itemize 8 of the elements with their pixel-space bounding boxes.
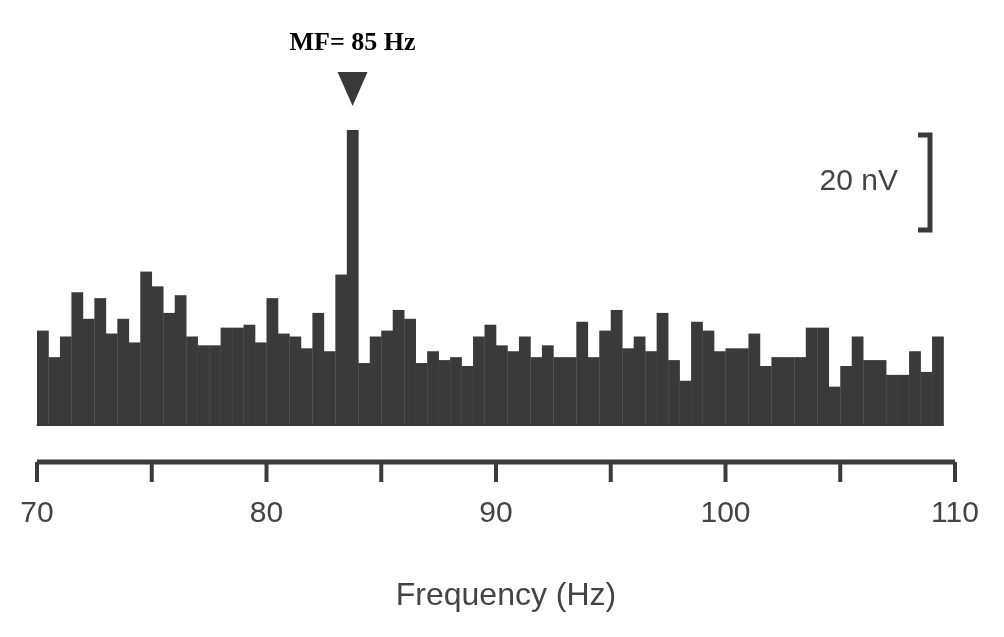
x-tick-label: 110	[931, 495, 979, 528]
x-axis-title: Frequency (Hz)	[395, 576, 617, 612]
annotation: 20 nV	[819, 163, 898, 196]
x-tick-label: 70	[20, 495, 54, 528]
x-tick-label: 100	[700, 495, 751, 528]
annotation: MF= 85 Hz	[289, 27, 416, 56]
x-tick-label: 90	[479, 495, 513, 528]
x-tick-label: 80	[249, 495, 284, 528]
